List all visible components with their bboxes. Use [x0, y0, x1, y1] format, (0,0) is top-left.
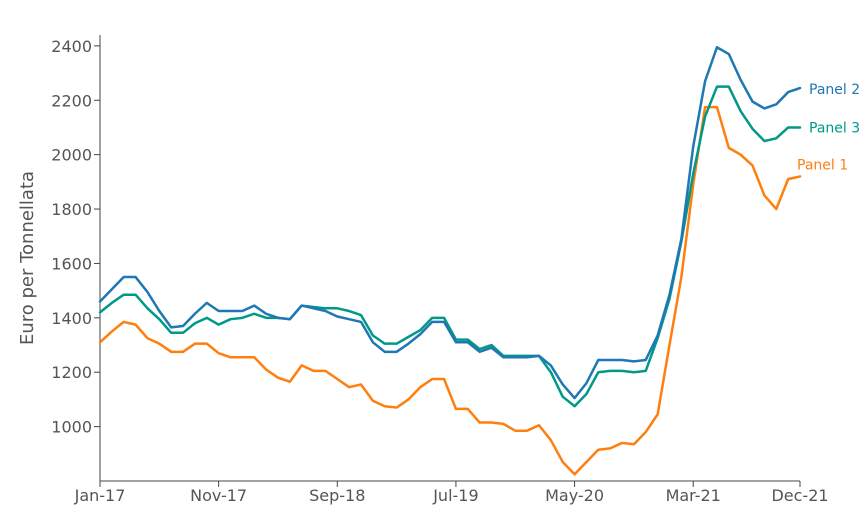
series-label-panel-1: Panel 1: [797, 157, 848, 173]
y-tick-label: 2000: [51, 146, 92, 165]
y-tick-label: 1600: [51, 254, 92, 273]
x-tick-label: Dec-21: [771, 486, 828, 505]
series-line-panel-2: [98, 45, 802, 400]
series-labels: Panel 2 Panel 3 Panel 1: [797, 82, 860, 173]
y-axis: 1000 1200 1400 1600 1800 2000 2200 2400: [51, 35, 101, 481]
y-tick-label: 1800: [51, 200, 92, 219]
y-tick-label: 1200: [51, 363, 92, 382]
y-tick-label: 2400: [51, 37, 92, 56]
y-axis-title: Euro per Tonnellata: [17, 171, 38, 345]
y-tick-label: 2200: [51, 91, 92, 110]
series-label-panel-2: Panel 2: [809, 82, 860, 98]
x-tick-label: Mar-21: [666, 486, 721, 505]
x-axis: Jan-17 Nov-17 Sep-18 Jul-19 May-20 Mar-21 Dec-…: [74, 480, 829, 505]
x-tick-label: Sep-18: [309, 486, 365, 505]
y-tick-label: 1400: [51, 309, 92, 328]
series-label-panel-3: Panel 3: [809, 120, 860, 136]
series-line-panel-1: [98, 105, 802, 476]
y-tick-label: 1000: [51, 418, 92, 437]
x-tick-label: Jan-17: [74, 486, 126, 505]
series-lines: [98, 45, 802, 476]
x-tick-label: Nov-17: [190, 486, 247, 505]
x-tick-label: Jul-19: [432, 486, 478, 505]
x-tick-label: May-20: [545, 486, 604, 505]
